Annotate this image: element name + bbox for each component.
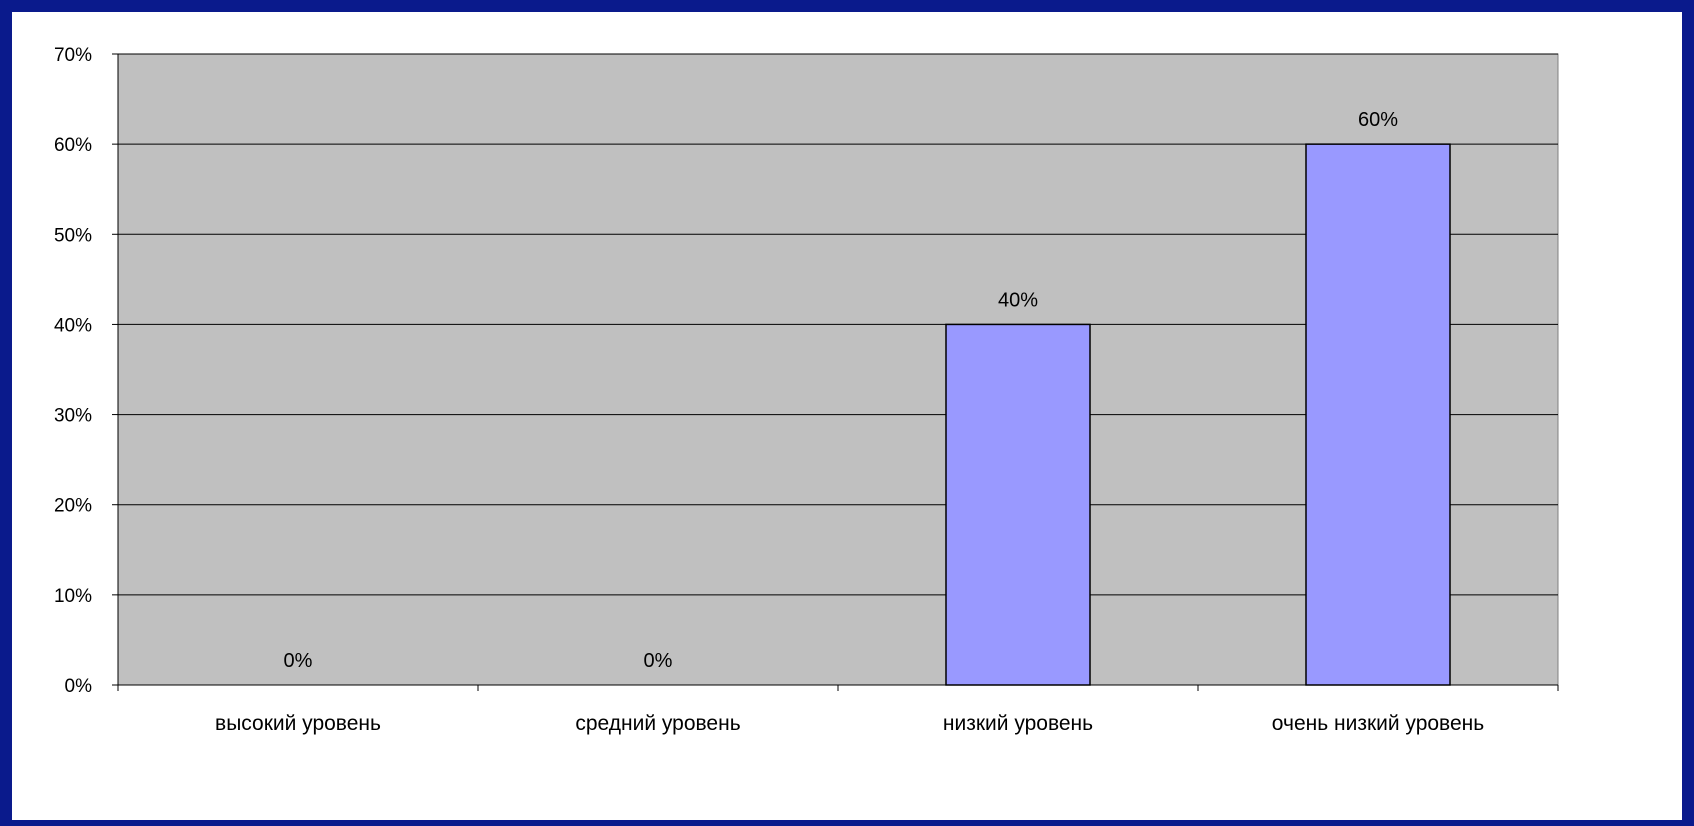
y-tick-label: 0% [65,676,93,697]
data-label: 0% [284,650,313,672]
bars [945,143,1451,686]
x-category-label: высокий уровень [215,712,381,735]
bar-chart: 0% 10% 20% 30% 40% 50% 60% 70% высокий уровень с… [54,45,1559,735]
y-axis: 0% 10% 20% 30% 40% 50% 60% 70% [54,45,119,697]
x-category-label: средний уровень [575,712,740,735]
x-axis: высокий уровень средний уровень низкий уро… [117,684,1559,735]
y-tick-label: 60% [54,135,92,156]
bar [1305,143,1451,686]
y-tick-label: 70% [54,45,92,66]
chart-frame: 0% 10% 20% 30% 40% 50% 60% 70% высокий уровень с… [12,12,1682,820]
x-category-label: низкий уровень [943,712,1093,735]
bar [945,323,1091,686]
y-tick-label: 30% [54,406,92,427]
data-label: 40% [998,289,1038,311]
data-label: 60% [1358,109,1398,131]
y-tick-label: 20% [54,496,92,517]
y-tick-label: 40% [54,315,92,336]
data-labels: 0% 0% 40% 60% [284,109,1399,672]
y-tick-label: 50% [54,225,92,246]
y-tick-label: 10% [54,586,92,607]
x-category-label: очень низкий уровень [1272,712,1484,735]
data-label: 0% [644,650,673,672]
